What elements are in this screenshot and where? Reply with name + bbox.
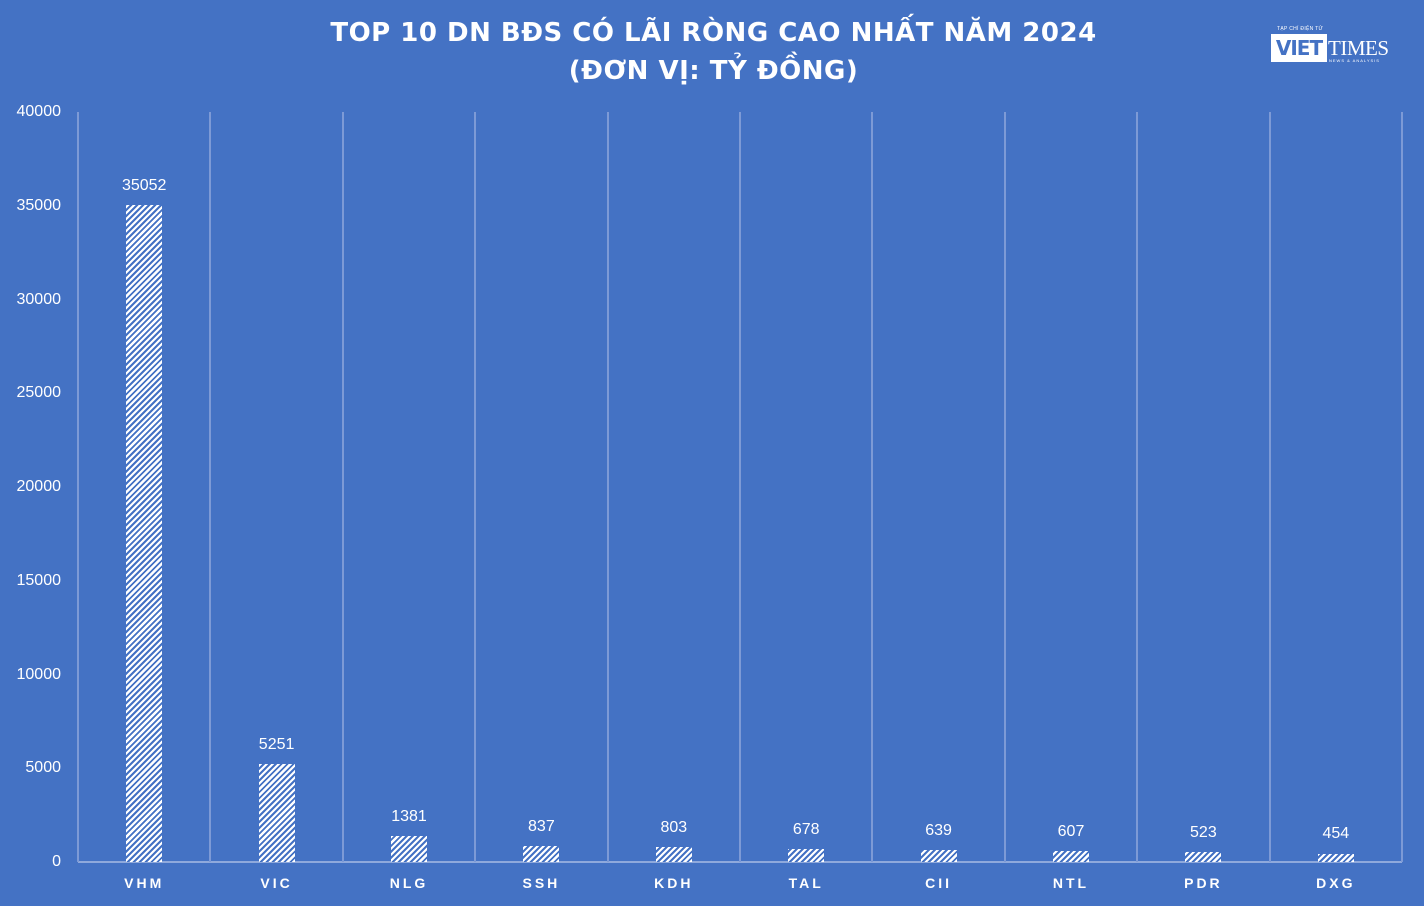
value-label: 454: [1322, 825, 1350, 843]
y-tick-label: 25000: [16, 384, 62, 402]
logo-times: TIMES: [1328, 36, 1389, 60]
x-tick-label: NTL: [1052, 875, 1090, 891]
x-tick-label: KDH: [654, 875, 694, 891]
logo-tagline: TẠP CHÍ ĐIỆN TỬ: [1277, 26, 1324, 32]
bar-tal: [788, 849, 825, 862]
y-tick-label: 5000: [25, 759, 61, 777]
bar-pdr: [1185, 852, 1222, 862]
category-separator: [209, 112, 212, 862]
category-separator: [606, 112, 609, 862]
category-separator: [871, 112, 874, 862]
value-label: 639: [925, 822, 952, 840]
value-label: 523: [1190, 824, 1217, 842]
value-label: 678: [792, 821, 820, 839]
bar-kdh: [655, 846, 692, 862]
y-tick-label: 20000: [16, 478, 62, 495]
x-tick-label: PDR: [1184, 875, 1223, 891]
x-tick-label: VHM: [124, 875, 165, 891]
x-tick-label: DXG: [1316, 875, 1356, 891]
y-tick-label: 35000: [16, 196, 62, 214]
x-tick-label: TAL: [788, 875, 824, 891]
category-separator: [474, 112, 477, 862]
y-tick-label: 30000: [16, 290, 62, 308]
category-separator: [1401, 112, 1403, 862]
x-tick-label: SSH: [522, 875, 561, 891]
value-label: 35052: [121, 176, 167, 194]
category-separator: [1268, 112, 1271, 862]
y-tick-label: 10000: [16, 665, 62, 683]
logo-viet: VIET: [1271, 34, 1327, 62]
chart-title-line1: TOP 10 DN BĐS CÓ LÃI RÒNG CAO NHẤT NĂM 2…: [330, 18, 1097, 48]
x-tick-label: CII: [925, 875, 953, 891]
value-label: 803: [660, 818, 688, 836]
category-separator: [739, 112, 741, 862]
bar-nlg: [391, 836, 427, 862]
value-label: 837: [528, 818, 555, 836]
bar-vic: [258, 763, 295, 862]
bar-ntl: [1053, 850, 1089, 862]
value-label: 5251: [258, 735, 295, 753]
bar-cii: [920, 850, 957, 862]
value-label: 607: [1057, 822, 1085, 840]
category-separator: [341, 112, 344, 862]
category-separator: [1003, 112, 1006, 862]
y-tick-label: 0: [52, 853, 61, 870]
value-label: 1381: [391, 808, 427, 826]
category-separator: [1136, 112, 1139, 862]
y-tick-label: 15000: [16, 571, 62, 589]
chart-title: TOP 10 DN BĐS CÓ LÃI RÒNG CAO NHẤT NĂM 2…: [0, 14, 1427, 90]
x-tick-label: NLG: [389, 875, 429, 891]
bar-ssh: [523, 846, 560, 862]
viettimes-logo: TẠP CHÍ ĐIỆN TỬ VIET TIMES NEWS & ANALYS…: [1271, 26, 1391, 66]
x-axis-line: [78, 861, 1402, 863]
chart-title-line2: (ĐƠN VỊ: TỶ ĐỒNG): [568, 56, 859, 86]
x-tick-label: VIC: [260, 875, 293, 891]
y-tick-label: 40000: [16, 103, 62, 120]
bar-vhm: [126, 204, 163, 862]
logo-subline: NEWS & ANALYSIS: [1329, 58, 1380, 63]
category-separator: [77, 112, 79, 862]
plot-area: [77, 112, 1403, 863]
bar-dxg: [1317, 853, 1354, 862]
